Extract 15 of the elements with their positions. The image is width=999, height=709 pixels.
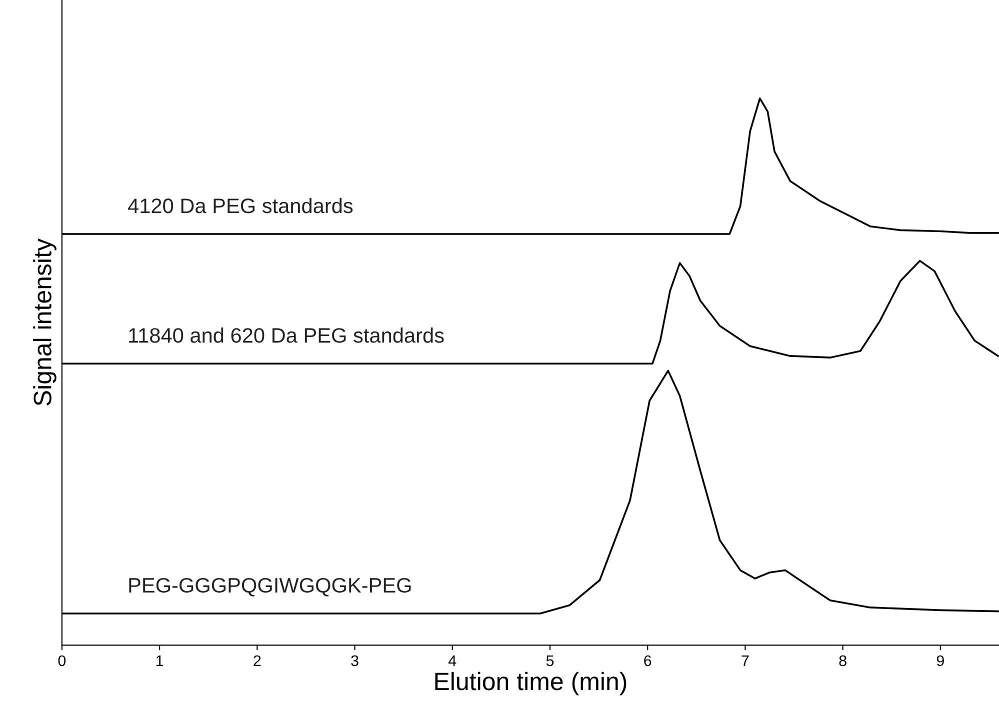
annotation: 4120 Da PEG standards bbox=[128, 198, 353, 214]
x-tick-label: 9 bbox=[936, 655, 944, 666]
y-axis-title: Signal intensity bbox=[33, 238, 56, 406]
x-tick-label: 6 bbox=[644, 655, 652, 666]
x-tick-label: 0 bbox=[58, 655, 66, 666]
annotation: 11840 and 620 Da PEG standards bbox=[129, 328, 444, 343]
x-tick-label: 3 bbox=[351, 655, 358, 666]
x-tick-label: 5 bbox=[546, 655, 554, 666]
x-tick-label: 1 bbox=[156, 655, 164, 666]
x-tick-label: 7 bbox=[742, 655, 749, 666]
x-tick-label: 2 bbox=[254, 655, 261, 666]
annotation: PEG-GGGPQGIWGQGK-PEG bbox=[129, 578, 411, 596]
x-axis-title: Elution time (min) bbox=[435, 672, 626, 696]
x-tick-label: 4 bbox=[448, 655, 456, 666]
x-tick-label: 8 bbox=[839, 655, 846, 666]
